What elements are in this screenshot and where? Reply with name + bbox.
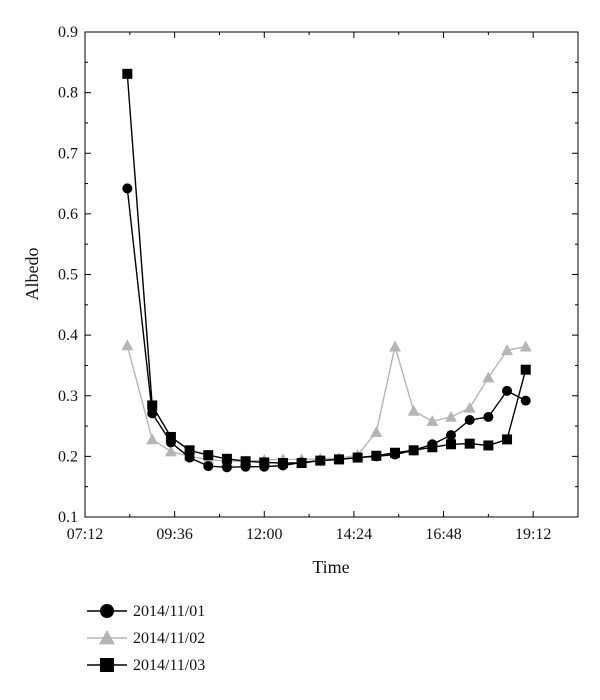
data-point	[446, 430, 457, 441]
data-point	[221, 462, 232, 473]
y-tick-label: 0.3	[58, 388, 78, 405]
data-point	[426, 415, 439, 427]
data-point	[240, 456, 251, 467]
data-point	[520, 364, 531, 375]
data-point	[370, 426, 383, 437]
y-tick-label: 0.5	[58, 267, 78, 284]
x-tick-label: 14:24	[336, 526, 372, 543]
data-point	[146, 433, 159, 445]
series-2014-11-01	[122, 183, 531, 473]
data-point	[296, 458, 307, 469]
data-point	[501, 344, 514, 356]
data-point	[446, 439, 457, 450]
legend-circle-marker	[100, 604, 114, 618]
data-point	[203, 461, 214, 472]
data-point	[203, 450, 214, 461]
series-line	[126, 73, 527, 464]
y-tick-label: 0.7	[58, 145, 78, 162]
series-layer	[121, 68, 532, 473]
x-tick-label: 07:12	[67, 526, 103, 543]
legend-triangle-marker	[99, 630, 115, 645]
data-point	[121, 339, 134, 351]
data-point	[165, 431, 176, 442]
y-tick-label: 0.9	[58, 24, 78, 41]
y-tick-label: 0.4	[58, 327, 78, 344]
y-tick-label: 0.8	[58, 85, 78, 102]
y-axis-title: Albedo	[22, 248, 42, 301]
data-point	[277, 458, 288, 469]
legend-label: 2014/11/03	[133, 657, 205, 674]
data-point	[445, 410, 458, 422]
x-axis-title: Time	[312, 557, 349, 577]
legend-entry: 2014/11/03	[87, 657, 205, 674]
data-point	[221, 453, 232, 464]
data-point	[122, 183, 133, 194]
axes: 07:12 09:36 12:00 14:24 16:48 19:12 0.1 0.2 0.3 0…	[58, 24, 578, 543]
data-point	[315, 455, 326, 466]
data-point	[333, 454, 344, 465]
data-point	[520, 395, 531, 406]
data-point	[164, 445, 177, 457]
series-line	[126, 188, 527, 469]
data-point	[427, 442, 438, 453]
data-point	[482, 371, 495, 383]
data-point	[147, 400, 158, 411]
data-point	[388, 340, 401, 352]
series-line	[126, 345, 526, 462]
data-point	[389, 447, 400, 458]
legend-entry: 2014/11/01	[87, 603, 205, 620]
y-tick-label: 0.2	[58, 448, 78, 465]
data-point	[502, 385, 513, 396]
data-point	[463, 401, 476, 413]
x-tick-label: 16:48	[425, 526, 461, 543]
data-point	[352, 452, 363, 463]
series-2014-11-03	[122, 68, 531, 469]
data-point	[408, 445, 419, 456]
data-point	[122, 68, 133, 79]
x-tick-label: 12:00	[246, 526, 282, 543]
data-point	[371, 450, 382, 461]
data-point	[519, 340, 532, 352]
legend-square-marker	[100, 658, 114, 672]
data-point	[184, 445, 195, 456]
data-point	[483, 440, 494, 451]
legend-label: 2014/11/01	[133, 603, 205, 620]
data-point	[464, 415, 475, 425]
y-tick-label: 0.1	[58, 509, 78, 526]
data-point	[259, 457, 270, 468]
x-tick-label: 09:36	[156, 526, 192, 543]
legend: 2014/11/01 2014/11/02 2014/11/03	[87, 603, 205, 674]
legend-label: 2014/11/02	[133, 630, 205, 647]
data-point	[502, 434, 513, 445]
data-point	[464, 438, 475, 449]
x-tick-label: 19:12	[515, 526, 551, 543]
legend-entry: 2014/11/02	[87, 630, 205, 647]
y-tick-label: 0.6	[58, 206, 78, 223]
data-point	[483, 411, 494, 422]
data-point	[407, 404, 420, 416]
